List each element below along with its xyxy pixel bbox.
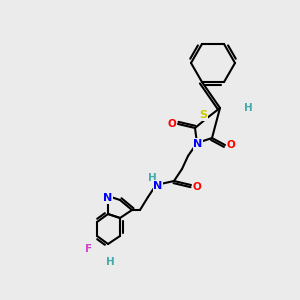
Text: N: N (194, 139, 202, 149)
Text: O: O (193, 182, 201, 192)
Text: N: N (103, 193, 112, 203)
Text: H: H (148, 173, 156, 183)
Text: H: H (106, 257, 114, 267)
Text: O: O (226, 140, 236, 150)
Text: O: O (168, 119, 176, 129)
Text: H: H (244, 103, 252, 113)
Text: S: S (199, 110, 207, 120)
Text: F: F (85, 244, 93, 254)
Text: N: N (153, 181, 163, 191)
